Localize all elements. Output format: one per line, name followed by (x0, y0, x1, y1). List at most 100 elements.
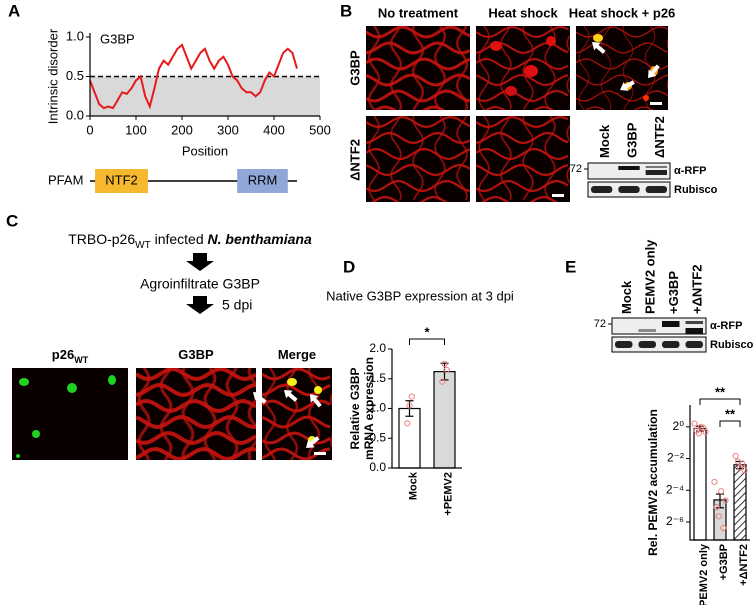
cell-wall (225, 368, 239, 460)
image-bg (12, 368, 128, 460)
cell-wall (476, 58, 569, 70)
cell-wall (585, 106, 654, 110)
cell-wall (366, 116, 470, 129)
cell-wall (262, 465, 330, 475)
cell-wall (481, 195, 558, 202)
cell-wall (366, 89, 470, 103)
data-point (720, 524, 727, 532)
cell-wall (578, 26, 590, 110)
data-point (441, 360, 448, 367)
granule (524, 65, 538, 77)
significance-label: ** (715, 384, 726, 399)
cell-wall (247, 368, 256, 460)
bar (433, 371, 456, 469)
panel-label: D (343, 257, 355, 276)
title-part: infected (151, 231, 208, 247)
label-part: Merge (278, 347, 316, 362)
lane-label: ΔNTF2 (652, 116, 667, 158)
data-point (404, 420, 411, 427)
x-tick-label: 300 (217, 122, 239, 137)
cell-wall (159, 368, 173, 460)
label-part: G3BP (178, 347, 214, 362)
cell-wall (544, 116, 556, 201)
y-tick-label: 0.0 (66, 107, 84, 122)
cell-wall (371, 195, 470, 202)
arrow (253, 392, 267, 404)
image-label: Merge (278, 347, 316, 362)
flow-step: Agroinfiltrate G3BP (140, 276, 260, 292)
band-label: Rubisco (674, 184, 718, 196)
scale-bar (552, 194, 564, 197)
column-header: No treatment (378, 5, 459, 20)
cell-wall (366, 131, 470, 145)
cell-wall (522, 26, 534, 110)
cell-wall (366, 179, 470, 193)
cell-wall (390, 116, 402, 201)
cell-wall (576, 74, 668, 86)
arrow (284, 390, 298, 402)
row-label: G3BP (347, 50, 362, 86)
cell-wall (366, 163, 470, 177)
data-point (722, 497, 729, 504)
data-point (739, 460, 746, 467)
x-tick-label: +G3BP (718, 544, 730, 580)
title-part: N. benthamiana (208, 231, 312, 247)
column-header: Heat shock (488, 5, 558, 20)
cell-wall (576, 90, 668, 102)
cell-wall (566, 124, 570, 185)
micrograph (262, 368, 332, 475)
flow-arrow (186, 296, 214, 314)
cell-wall (136, 465, 256, 475)
column-header: Heat shock + p26 (569, 5, 676, 20)
data-point (702, 428, 709, 436)
band (685, 321, 703, 324)
granule (643, 95, 649, 101)
x-tick-label: 400 (263, 122, 285, 137)
y-axis-label: Intrinsic disorder (45, 28, 60, 124)
data-point (439, 378, 446, 385)
scale-bar (314, 452, 326, 455)
cell-wall (136, 415, 256, 429)
title-part: TRBO-p26 (68, 231, 135, 247)
threshold-region (90, 76, 320, 116)
blot (611, 317, 707, 335)
data-point (713, 503, 720, 511)
label-part: p26 (52, 347, 74, 362)
lane-label: G3BP (624, 122, 639, 158)
band (615, 341, 633, 348)
cell-wall (366, 73, 470, 87)
cell-wall (389, 26, 403, 110)
cell-wall (500, 26, 512, 110)
cell-wall (478, 26, 490, 110)
cell-wall (411, 26, 425, 110)
band-label: α-RFP (710, 320, 742, 332)
arrow (310, 394, 322, 408)
cell-wall (622, 26, 634, 110)
cell-wall (576, 42, 668, 54)
band-label: Rubisco (710, 339, 754, 351)
scale-bar (650, 102, 662, 105)
cell-wall (181, 368, 195, 460)
micrograph (576, 26, 668, 110)
band-label: α-RFP (674, 165, 706, 177)
cell-wall (366, 213, 470, 223)
cell-wall (434, 116, 446, 201)
lane-label: Mock (597, 124, 612, 158)
cell-wall (262, 431, 331, 445)
data-point (732, 452, 739, 460)
cell-wall (412, 116, 424, 201)
arrow (648, 64, 660, 78)
x-tick-label: 100 (125, 122, 147, 137)
band (685, 341, 703, 348)
granule (314, 386, 322, 394)
y-tick-label: 2.0 (369, 341, 386, 355)
flow-step: 5 dpi (222, 297, 252, 313)
x-tick-label: Mock (407, 471, 419, 500)
cell-wall (500, 116, 512, 201)
granule (490, 41, 502, 51)
micrograph (366, 116, 470, 223)
flow-arrow (186, 253, 214, 271)
cell-wall (476, 147, 569, 161)
y-axis-label: mRNA expression (362, 357, 376, 460)
